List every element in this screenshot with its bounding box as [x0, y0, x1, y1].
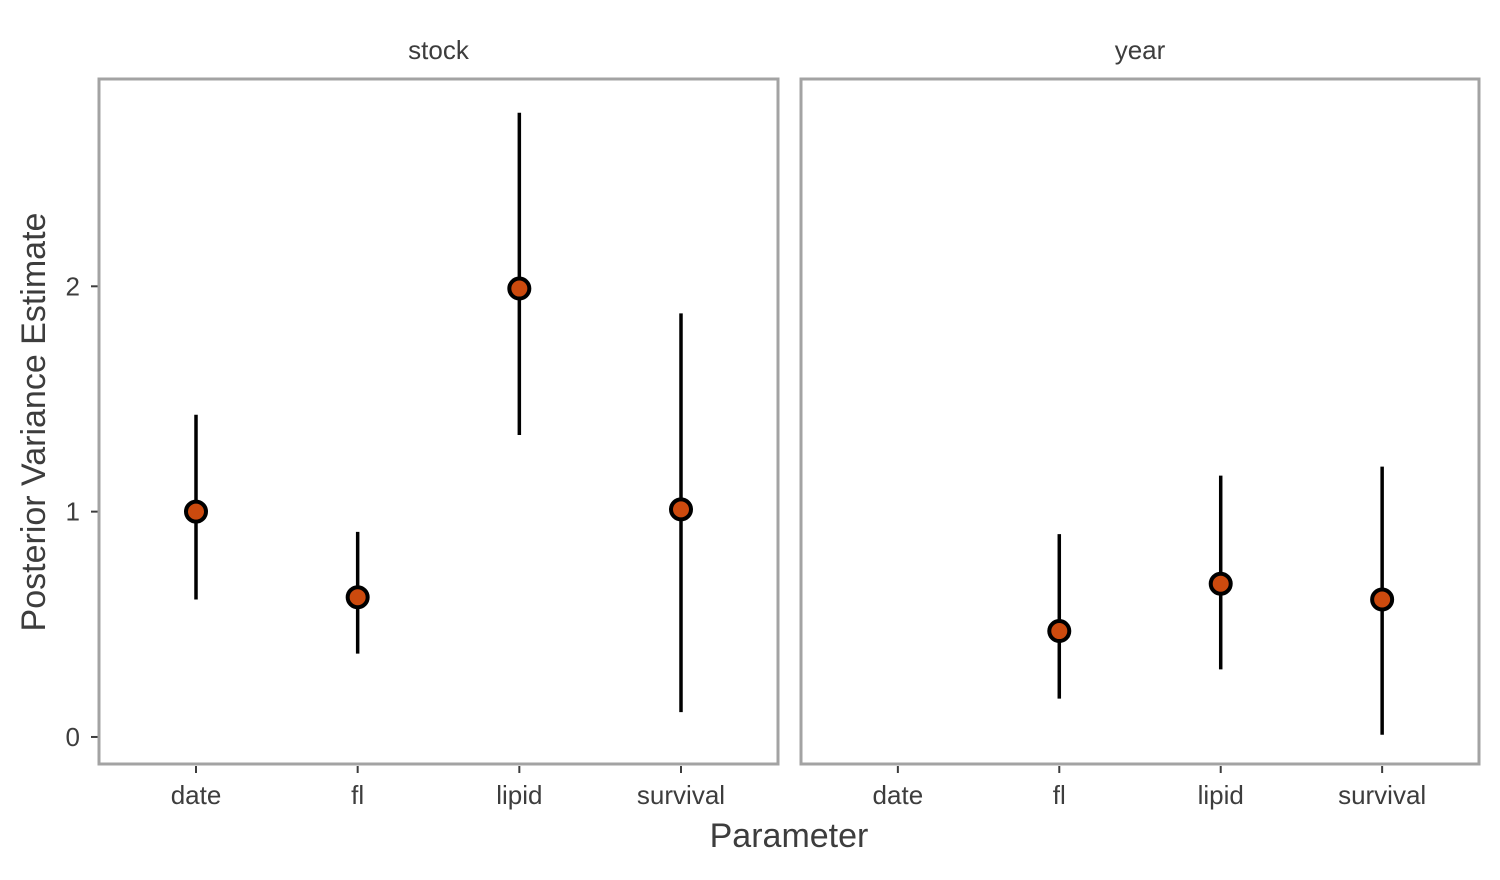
estimate-point: [1208, 571, 1233, 596]
x-tick-label: date: [171, 780, 222, 810]
estimate-point: [184, 499, 208, 524]
x-tick-label: lipid: [1198, 780, 1244, 810]
y-tick-label: 0: [66, 722, 80, 752]
y-axis-title: Posterior Variance Estimate: [15, 213, 53, 632]
x-tick-label: fl: [1053, 780, 1066, 810]
panel-border: [799, 77, 1481, 766]
estimate-point: [1047, 619, 1072, 644]
estimate-point: [507, 276, 532, 301]
y-tick-label: 2: [66, 271, 80, 301]
panel-border: [97, 77, 780, 766]
x-tick-label: survival: [637, 780, 725, 810]
x-tick-label: survival: [1338, 780, 1426, 810]
x-tick-label: lipid: [496, 780, 542, 810]
estimate-point: [1370, 587, 1395, 612]
estimate-point: [345, 585, 370, 610]
estimate-point: [669, 497, 693, 522]
x-tick-label: date: [873, 780, 924, 810]
x-tick-label: fl: [351, 780, 364, 810]
y-tick-label: 1: [66, 497, 80, 527]
x-axis-title: Parameter: [710, 817, 869, 855]
facet-strip-label: stock: [408, 35, 470, 65]
facet-strip-label: year: [1115, 35, 1166, 65]
